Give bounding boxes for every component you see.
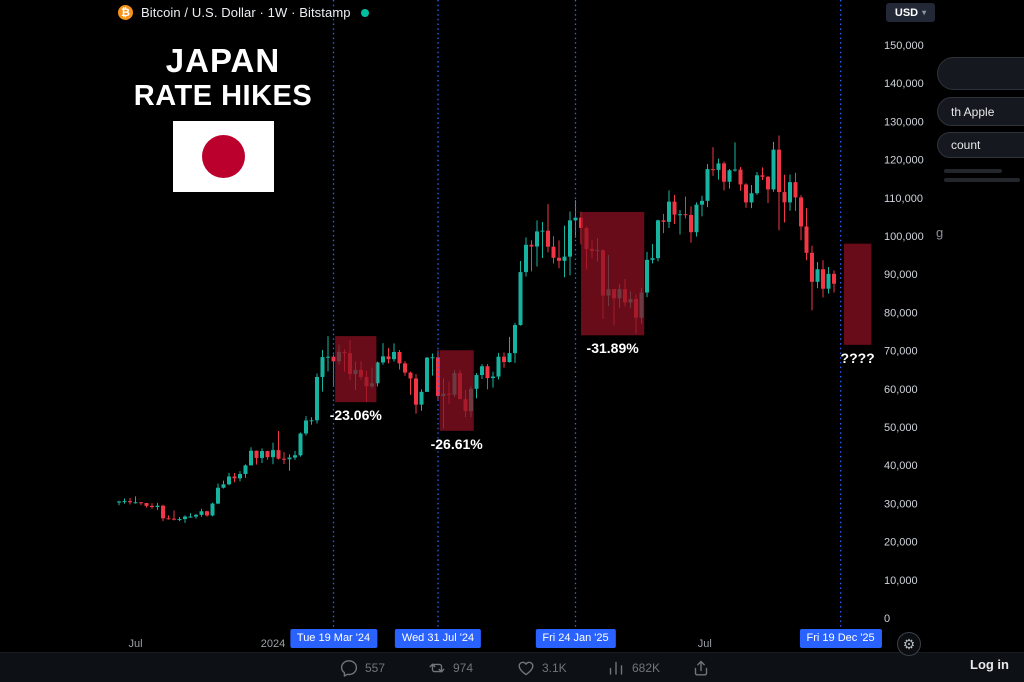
views-count: 682K	[632, 661, 661, 675]
time-axis-label[interactable]: Jul	[698, 638, 712, 650]
price-axis-label[interactable]: 30,000	[884, 498, 918, 510]
engagement-bar: 557 974 3.1K 682K	[0, 652, 1024, 682]
annotation-title-line2: RATE HIKES	[133, 79, 313, 112]
time-axis-label[interactable]: 2024	[261, 638, 285, 650]
price-axis-label[interactable]: 140,000	[884, 78, 924, 90]
price-axis-label[interactable]: 20,000	[884, 537, 918, 549]
currency-selector[interactable]: USD ▾	[886, 3, 935, 22]
currency-label: USD	[894, 6, 919, 19]
price-axis-label[interactable]: 100,000	[884, 231, 924, 243]
price-axis-label[interactable]: 150,000	[884, 40, 924, 52]
fine-print-line	[944, 169, 1002, 173]
create-account-button[interactable]: count	[937, 132, 1024, 158]
price-axis-label[interactable]: 60,000	[884, 384, 918, 396]
gear-icon: ⚙	[902, 635, 916, 652]
price-axis-label[interactable]: 90,000	[884, 269, 918, 281]
symbol-header: ₿ Bitcoin / U.S. Dollar · 1W · Bitstamp	[118, 5, 369, 20]
time-axis-label[interactable]: Jul	[128, 638, 142, 650]
japan-flag-circle	[201, 135, 245, 179]
annotation-title-line1: JAPAN	[165, 42, 281, 79]
signin-apple-label: th Apple	[951, 104, 995, 119]
japan-flag	[172, 121, 274, 193]
price-axis-label[interactable]: 50,000	[884, 422, 918, 434]
like-count: 3.1K	[542, 661, 567, 675]
price-axis-label[interactable]: 120,000	[884, 155, 924, 167]
symbol-title[interactable]: Bitcoin / U.S. Dollar · 1W · Bitstamp	[141, 5, 351, 20]
price-axis-label[interactable]: 10,000	[884, 575, 918, 587]
text-fragment: g	[936, 225, 944, 240]
login-button[interactable]: Log in	[970, 657, 1009, 672]
share-button[interactable]	[692, 653, 710, 682]
signin-apple-button[interactable]: th Apple	[937, 97, 1024, 126]
reply-count: 557	[365, 661, 386, 675]
annotation-title: JAPAN RATE HIKES	[126, 42, 320, 193]
price-axis-label[interactable]: 40,000	[884, 460, 918, 472]
analytics-icon	[609, 661, 623, 675]
repost-count: 974	[453, 661, 474, 675]
market-status-dot	[360, 8, 369, 17]
share-icon	[694, 660, 708, 676]
price-axis-label[interactable]: 130,000	[884, 116, 924, 128]
heart-icon	[518, 661, 534, 676]
retweet-icon	[429, 663, 445, 673]
chevron-down-icon: ▾	[922, 8, 927, 17]
repost-button[interactable]: 974	[428, 653, 473, 682]
create-account-label: count	[951, 138, 981, 152]
axis-settings-button[interactable]: ⚙	[897, 632, 921, 656]
price-axis-label[interactable]: 80,000	[884, 307, 918, 319]
price-axis-label[interactable]: 0	[884, 613, 890, 625]
signin-button-cutoff[interactable]	[937, 57, 1024, 90]
comment-icon	[340, 660, 358, 677]
like-button[interactable]: 3.1K	[517, 653, 567, 682]
bitcoin-icon: ₿	[118, 5, 133, 20]
price-axis-label[interactable]: 70,000	[884, 346, 918, 358]
reply-button[interactable]: 557	[340, 653, 385, 682]
fine-print-line	[944, 178, 1020, 182]
price-axis-label[interactable]: 110,000	[884, 193, 923, 205]
views-button[interactable]: 682K	[607, 653, 660, 682]
